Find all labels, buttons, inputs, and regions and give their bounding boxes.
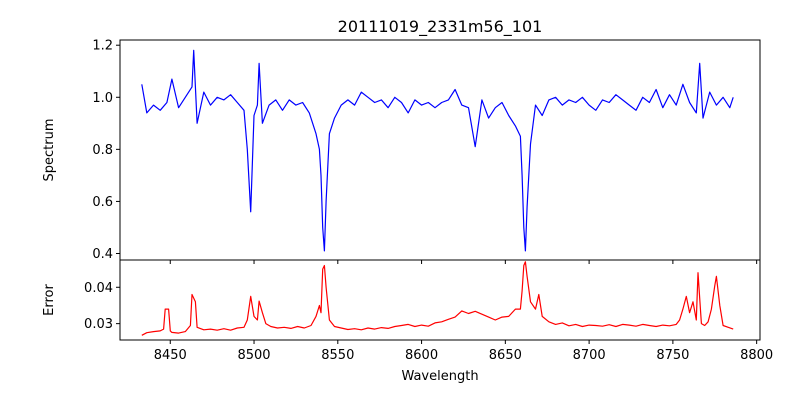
x-axis-label: Wavelength [401,369,478,384]
x-tick-label: 8750 [656,348,689,363]
x-tick-label: 8800 [740,348,773,363]
y-tick-label: 0.4 [92,247,113,262]
spectrum-panel: 0.4 0.6 0.8 1.0 1.2 [92,39,758,264]
x-tick-label: 8650 [489,348,522,363]
spectrum-line [141,49,734,252]
error-axes-frame [119,259,761,341]
spectrum-axes-frame [119,39,761,261]
y-tick-label: 1.0 [92,91,113,106]
error-panel: 0.03 0.04 8450 8500 8550 8600 8650 8700 8750 8800 [84,261,773,363]
error-y-axis-label: Error [42,284,57,316]
x-tick-label: 8500 [237,348,270,363]
spectrum-y-axis-label: Spectrum [42,119,57,182]
x-tick-label: 8450 [154,348,187,363]
y-tick-label: 0.04 [84,281,113,296]
y-tick-label: 1.2 [92,39,113,54]
error-line [141,261,734,336]
x-tick-label: 8600 [405,348,438,363]
chart-title: 20111019_2331m56_101 [338,17,543,37]
y-tick-label: 0.6 [92,195,113,210]
y-tick-label: 0.03 [84,317,113,332]
x-tick-label: 8550 [321,348,354,363]
x-tick-label: 8700 [573,348,606,363]
y-tick-label: 0.8 [92,143,113,158]
